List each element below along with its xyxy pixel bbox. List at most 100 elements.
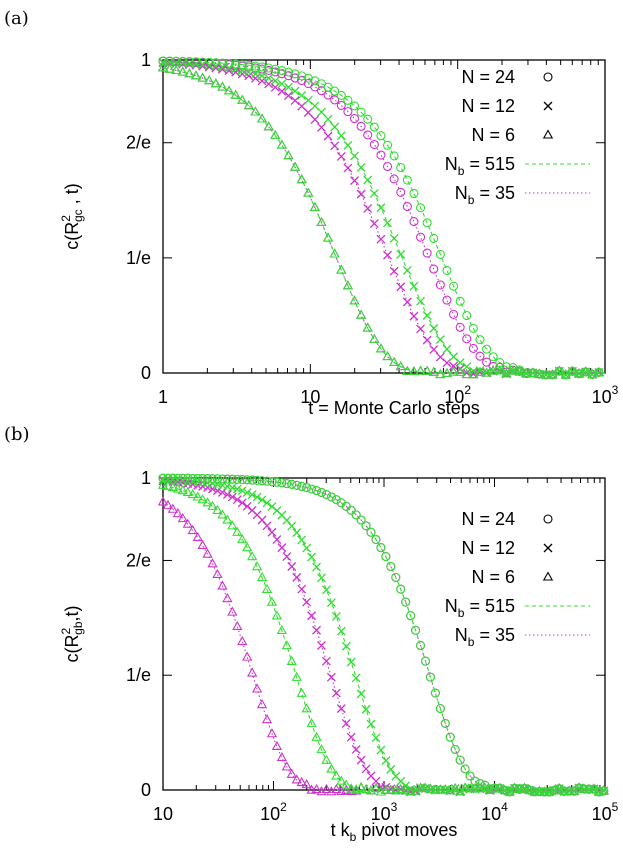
data-point-triangle-green xyxy=(494,365,505,375)
data-point-cross-magenta xyxy=(330,141,340,151)
data-point-triangle-green xyxy=(400,785,411,795)
data-point-triangle-magenta xyxy=(227,606,238,616)
data-point-circle-magenta xyxy=(382,161,393,172)
data-point-triangle-green xyxy=(316,216,327,227)
data-point-triangle-green xyxy=(283,150,294,160)
data-point-circle-green xyxy=(465,771,475,781)
data-point-triangle-green xyxy=(474,366,486,376)
data-point-cross-magenta xyxy=(356,189,366,199)
legend-label: Nb = 515 xyxy=(445,596,515,620)
data-point-circle-green xyxy=(455,296,465,306)
data-point-cross-magenta xyxy=(310,115,320,124)
x-tick-label-exp: 2 xyxy=(280,800,287,814)
data-point-triangle-green xyxy=(514,366,525,376)
data-point-triangle-green xyxy=(336,264,347,274)
data-point-triangle-green xyxy=(422,365,433,375)
data-point-triangle-green xyxy=(563,785,575,795)
data-point-circle-green xyxy=(272,477,282,487)
data-point-cross-magenta xyxy=(396,784,406,794)
fit-curve-magenta xyxy=(162,62,605,374)
data-point-triangle-green xyxy=(341,779,352,789)
legend-marker-triangle xyxy=(542,571,554,581)
fit-curve-green xyxy=(162,61,605,374)
data-point-triangle-green xyxy=(202,497,213,507)
data-point-cross-green xyxy=(302,543,312,553)
data-point-circle-magenta xyxy=(330,95,340,105)
legend-label-text: = 515 xyxy=(464,596,515,616)
data-point-circle-green xyxy=(283,67,294,77)
data-point-triangle-green xyxy=(349,295,360,305)
data-point-circle-green xyxy=(232,474,242,484)
data-point-triangle-green xyxy=(296,174,307,184)
data-point-triangle-green xyxy=(346,783,357,793)
data-point-triangle-green xyxy=(217,81,228,91)
data-point-circle-green xyxy=(488,352,498,362)
data-point-cross-magenta xyxy=(350,176,359,186)
data-point-cross-green xyxy=(317,573,326,583)
data-point-circle-green xyxy=(422,218,432,228)
data-point-cross-magenta xyxy=(336,151,346,161)
data-point-triangle-green xyxy=(410,785,421,795)
plot-frame xyxy=(162,477,606,791)
data-point-triangle-green xyxy=(184,68,195,78)
data-point-triangle-green xyxy=(527,367,538,377)
y-tick-label: 0 xyxy=(141,363,151,383)
y-axis-label: c(R2gb,t) xyxy=(59,605,85,662)
data-point-triangle-green xyxy=(291,671,302,681)
data-point-triangle-magenta xyxy=(192,531,203,542)
data-point-triangle-green xyxy=(164,63,175,73)
data-point-circle-magenta xyxy=(376,150,386,160)
y-tick-label: 0 xyxy=(141,780,151,800)
x-tick-label-base: 10 xyxy=(371,804,391,824)
data-point-cross-green xyxy=(247,490,257,500)
data-point-circle-magenta xyxy=(429,264,439,274)
data-point-circle-magenta xyxy=(270,67,280,77)
data-point-triangle-green xyxy=(223,85,235,95)
data-point-triangle-green xyxy=(261,583,273,593)
data-point-cross-green xyxy=(366,719,376,729)
data-point-triangle-green xyxy=(360,783,372,794)
data-point-cross-magenta xyxy=(312,625,321,635)
y-tick-label: 1/e xyxy=(126,248,151,268)
x-tick-label-exp: 3 xyxy=(391,800,398,814)
x-tick-label-base: 10 xyxy=(300,387,320,407)
y-tick-label: 2/e xyxy=(126,133,151,153)
data-point-triangle-green xyxy=(177,485,188,495)
data-point-circle-green xyxy=(462,310,472,321)
data-point-cross-green xyxy=(317,107,326,117)
data-point-triangle-green xyxy=(395,783,406,794)
data-point-cross-green xyxy=(416,296,426,306)
data-point-circle-green xyxy=(396,162,406,173)
data-point-triangle-green xyxy=(276,624,288,635)
x-axis-label-sub: b xyxy=(350,830,357,844)
data-point-triangle-green xyxy=(578,783,590,793)
data-point-triangle-green xyxy=(464,783,476,793)
data-point-triangle-green xyxy=(197,72,208,82)
x-axis-label: t kb pivot moves xyxy=(331,820,458,844)
data-point-circle-green xyxy=(277,478,287,488)
data-point-circle-magenta xyxy=(409,217,419,227)
data-point-circle-green xyxy=(406,611,416,621)
data-point-cross-green xyxy=(369,188,379,198)
legend-label-text: N xyxy=(445,154,458,174)
data-point-cross-green xyxy=(386,764,396,774)
data-point-cross-magenta xyxy=(227,492,237,502)
data-point-circle-green xyxy=(188,473,198,483)
data-point-cross-green xyxy=(242,488,252,498)
data-point-triangle-magenta xyxy=(296,776,307,787)
data-point-circle-green xyxy=(302,483,312,493)
data-point-triangle-green xyxy=(210,78,221,88)
fit-curve-green xyxy=(162,484,605,791)
legend-label: Nb = 35 xyxy=(455,183,515,207)
data-point-cross-green xyxy=(402,265,412,275)
data-point-cross-green xyxy=(383,218,392,228)
data-point-cross-green xyxy=(351,673,361,683)
legend-label: Nb = 515 xyxy=(445,154,515,178)
data-point-cross-green xyxy=(257,71,267,81)
legend-marker-triangle xyxy=(542,129,554,139)
data-point-cross-green xyxy=(303,95,313,105)
data-point-cross-green xyxy=(455,358,465,368)
data-point-cross-green xyxy=(257,495,267,505)
data-point-circle-green xyxy=(231,59,241,69)
